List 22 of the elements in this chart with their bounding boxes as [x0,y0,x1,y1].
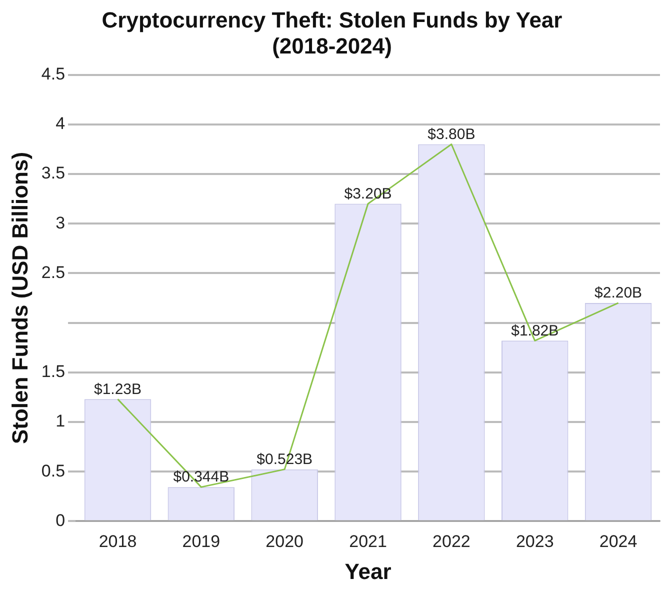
x-tick-label: 2018 [98,532,137,552]
chart-title: Cryptocurrency Theft: Stolen Funds by Year (2018-2024) [102,7,563,59]
x-tick-label: 2019 [182,532,220,552]
data-label: $1.23B [94,380,142,398]
x-tick-label: 2024 [599,532,638,552]
y-tick-label: 0 [56,510,66,530]
y-tick-label: 1.5 [41,362,66,382]
y-tick-label: 3.5 [41,164,66,183]
y-tick-label: 4 [56,114,66,134]
y-tick-label: 4.5 [41,64,66,84]
data-label: $2.20B [594,284,642,302]
x-axis-title: Year [344,558,392,584]
x-tick-label: 2020 [266,532,304,552]
y-axis-title: Stolen Funds (USD Billions) [7,152,32,444]
y-tick-label: 3 [56,213,66,232]
x-tick-label: 2023 [516,532,554,552]
y-tick-label: 0.5 [41,461,66,480]
x-tick-label: 2021 [349,532,387,552]
data-label: $3.80B [428,126,476,143]
y-tick-label: 1 [56,412,66,431]
x-tick-label: 2022 [432,532,470,552]
y-tick-label: 2.5 [41,262,66,282]
